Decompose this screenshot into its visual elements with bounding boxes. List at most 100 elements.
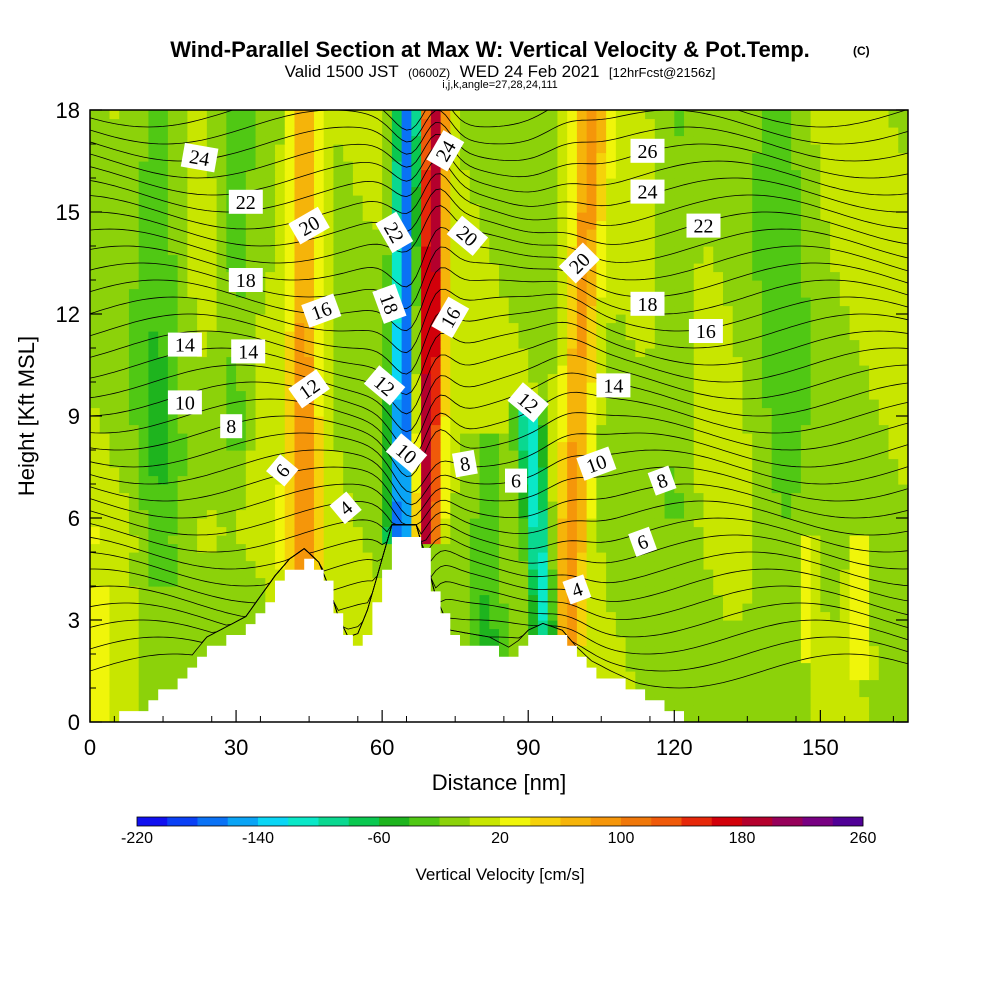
velocity-cell [499, 373, 510, 383]
velocity-cell [625, 458, 636, 468]
velocity-cell [596, 645, 607, 655]
velocity-cell [99, 246, 111, 256]
velocity-cell [304, 297, 315, 307]
velocity-cell [810, 569, 821, 579]
velocity-cell [557, 297, 568, 307]
velocity-cell [898, 688, 908, 698]
velocity-cell [820, 628, 831, 638]
velocity-cell [615, 611, 627, 621]
velocity-cell [265, 475, 276, 485]
velocity-cell [654, 365, 666, 375]
velocity-cell [177, 645, 188, 655]
velocity-cell [839, 237, 851, 247]
velocity-cell [771, 382, 783, 392]
velocity-cell [197, 645, 208, 655]
velocity-cell [596, 416, 607, 426]
velocity-cell [761, 671, 773, 681]
velocity-cell [119, 220, 130, 230]
velocity-cell [761, 365, 773, 375]
velocity-cell [635, 552, 646, 562]
velocity-cell [313, 475, 325, 485]
velocity-cell [430, 577, 442, 587]
velocity-cell [732, 339, 744, 349]
velocity-cell [537, 543, 549, 553]
velocity-cell [742, 280, 753, 290]
velocity-cell [810, 628, 821, 638]
velocity-cell [245, 450, 257, 460]
velocity-cell [800, 620, 812, 630]
velocity-cell [499, 594, 510, 604]
velocity-cell [460, 594, 471, 604]
velocity-cell [352, 416, 364, 426]
velocity-cell [839, 254, 851, 264]
velocity-cell [265, 331, 276, 341]
velocity-cell [878, 365, 890, 375]
velocity-cell [528, 220, 539, 230]
velocity-cell [284, 356, 296, 366]
velocity-cell [255, 288, 266, 298]
velocity-cell [703, 263, 714, 273]
velocity-cell [528, 501, 539, 511]
velocity-cell [294, 305, 305, 315]
velocity-cell [440, 365, 451, 375]
velocity-cell [391, 424, 403, 434]
velocity-cell [508, 560, 520, 570]
velocity-cell [693, 450, 705, 460]
velocity-cell [508, 492, 520, 502]
velocity-cell [625, 492, 636, 502]
velocity-cell [742, 458, 753, 468]
velocity-cell [761, 424, 773, 434]
velocity-cell [596, 331, 607, 341]
velocity-cell [567, 365, 578, 375]
velocity-cell [537, 611, 549, 621]
velocity-cell [664, 441, 675, 451]
velocity-cell [245, 331, 257, 341]
velocity-cell [489, 603, 500, 613]
velocity-cell [109, 212, 120, 222]
velocity-cell [664, 603, 675, 613]
velocity-cell [888, 552, 899, 562]
velocity-cell [206, 569, 218, 579]
velocity-cell [615, 637, 627, 647]
velocity-cell [197, 322, 208, 332]
velocity-cell [859, 407, 870, 417]
velocity-cell [119, 594, 130, 604]
velocity-cell [586, 594, 597, 604]
velocity-cell [528, 433, 539, 443]
velocity-cell [158, 492, 169, 502]
velocity-cell [479, 390, 490, 400]
velocity-cell [197, 433, 208, 443]
velocity-cell [411, 390, 422, 400]
velocity-cell [761, 611, 773, 621]
velocity-cell [158, 654, 169, 664]
velocity-cell [771, 492, 783, 502]
velocity-cell [606, 645, 617, 655]
velocity-cell [635, 467, 646, 477]
velocity-cell [722, 314, 734, 324]
velocity-cell [109, 611, 120, 621]
velocity-cell [109, 280, 120, 290]
velocity-cell [820, 492, 831, 502]
velocity-cell [411, 229, 422, 239]
velocity-cell [352, 586, 364, 596]
velocity-cell [440, 288, 451, 298]
velocity-cell [674, 407, 685, 417]
velocity-cell [323, 543, 335, 553]
velocity-cell [382, 416, 393, 426]
velocity-cell [411, 220, 422, 230]
velocity-cell [411, 322, 422, 332]
velocity-cell [99, 314, 111, 324]
velocity-cell [362, 433, 374, 443]
velocity-cell [684, 237, 695, 247]
velocity-cell [674, 450, 685, 460]
velocity-cell [469, 518, 481, 528]
velocity-cell [148, 288, 159, 298]
velocity-cell [830, 297, 841, 307]
velocity-cell [781, 611, 792, 621]
velocity-cell [898, 586, 908, 596]
velocity-cell [800, 594, 812, 604]
velocity-cell [557, 373, 568, 383]
velocity-cell [771, 688, 783, 698]
velocity-cell [781, 509, 792, 519]
velocity-cell [148, 263, 159, 273]
